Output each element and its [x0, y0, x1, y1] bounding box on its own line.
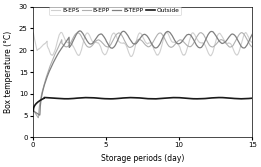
B-TEPP	[151, 98, 155, 100]
B-EPS	[251, 46, 254, 48]
B-EPP	[38, 114, 41, 116]
B-EPP	[78, 30, 81, 32]
B-EPP	[251, 33, 254, 35]
Outside	[127, 50, 130, 52]
B-EPP	[147, 37, 150, 39]
B-TEPP	[251, 97, 254, 99]
B-EPS	[240, 32, 243, 34]
B-EPS	[60, 42, 63, 44]
Outside	[251, 42, 254, 44]
X-axis label: Storage periods (day): Storage periods (day)	[101, 154, 184, 163]
Outside	[31, 32, 34, 34]
B-EPS	[68, 43, 71, 45]
Outside	[130, 55, 133, 57]
B-EPS	[37, 117, 40, 119]
Y-axis label: Box temperature (°C): Box temperature (°C)	[4, 31, 13, 113]
B-EPP	[60, 47, 63, 49]
B-EPS	[31, 110, 34, 112]
Outside	[68, 42, 71, 44]
B-EPP	[151, 45, 155, 47]
B-TEPP	[127, 97, 130, 99]
Outside	[151, 46, 155, 48]
Outside	[60, 31, 63, 33]
Outside	[147, 42, 150, 44]
Outside	[60, 32, 63, 34]
B-TEPP	[147, 98, 150, 100]
B-EPS	[151, 42, 155, 44]
B-TEPP	[68, 98, 71, 100]
Line: B-TEPP: B-TEPP	[33, 98, 252, 111]
B-EPS	[127, 46, 130, 48]
B-TEPP	[43, 97, 46, 99]
B-EPP	[31, 110, 34, 112]
Line: B-EPS: B-EPS	[33, 33, 252, 118]
B-TEPP	[60, 98, 63, 100]
B-EPP	[127, 35, 130, 37]
B-EPS	[147, 46, 150, 48]
B-TEPP	[105, 98, 108, 100]
Outside	[105, 51, 108, 53]
B-TEPP	[31, 110, 34, 112]
B-EPP	[68, 46, 71, 48]
Line: Outside: Outside	[33, 32, 252, 56]
Line: B-EPP: B-EPP	[33, 31, 252, 115]
Legend: B-EPS, B-EPP, B-TEPP, Outside: B-EPS, B-EPP, B-TEPP, Outside	[49, 7, 181, 15]
B-EPP	[105, 41, 109, 43]
B-EPS	[105, 46, 108, 48]
